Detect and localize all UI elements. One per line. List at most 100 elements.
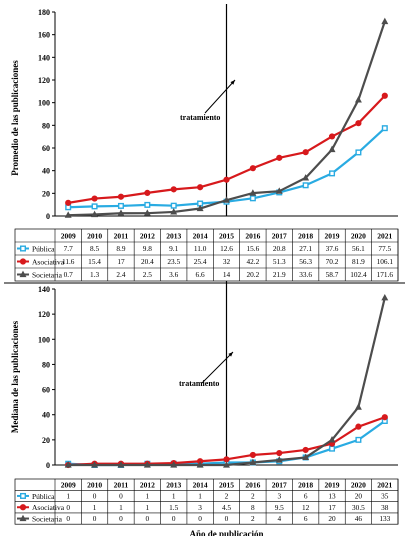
table-cell: 30.5 <box>352 503 365 512</box>
table-cell: 1 <box>198 492 202 501</box>
y-tick-label: 100 <box>38 335 50 344</box>
data-point <box>302 182 309 189</box>
table-cell: 7.7 <box>64 244 73 253</box>
data-point <box>381 125 388 132</box>
table-cell: 20.4 <box>141 257 154 266</box>
x-axis-title: Año de publicación <box>189 529 263 536</box>
legend-label: Societaria <box>32 514 63 523</box>
data-point <box>329 445 336 452</box>
table-cell: 33.6 <box>299 270 312 279</box>
table-cell: 0 <box>172 514 176 523</box>
table-cell: 32 <box>223 257 231 266</box>
data-point <box>275 187 283 194</box>
legend-swatch-marker <box>19 504 27 511</box>
table-cell: 106.1 <box>377 257 394 266</box>
data-point <box>381 17 389 25</box>
legend-label: Asociativa <box>32 503 65 512</box>
data-point <box>170 202 177 209</box>
data-point <box>64 211 72 218</box>
annotation-label: tratamiento <box>180 113 220 122</box>
table-cell: 20.8 <box>273 244 286 253</box>
table-cell: 20 <box>355 492 363 501</box>
table-cell: 1 <box>93 503 97 512</box>
year-label: 2021 <box>377 231 392 240</box>
data-point <box>144 189 151 196</box>
data-point <box>170 208 178 215</box>
y-tick-label: 60 <box>42 144 50 153</box>
data-point <box>65 199 72 206</box>
table-cell: 0 <box>198 514 202 523</box>
annotation-arrowhead <box>228 352 233 357</box>
year-label: 2012 <box>140 480 155 489</box>
y-tick-label: 20 <box>42 436 50 445</box>
data-point <box>143 209 151 216</box>
table-cell: 17 <box>117 257 125 266</box>
data-point <box>170 461 178 468</box>
table-cell: 35 <box>381 492 389 501</box>
year-label: 2011 <box>114 480 129 489</box>
table-cell: 51.3 <box>273 257 286 266</box>
table-cell: 20.2 <box>246 270 259 279</box>
data-point <box>275 456 283 463</box>
table-cell: 0 <box>119 492 123 501</box>
year-label: 2014 <box>193 231 208 240</box>
chart-1: 0 20 40 60 80 100 120 140 160 180 Promedio de las … <box>10 4 399 282</box>
data-point <box>276 449 283 457</box>
table-cell: 6 <box>304 492 308 501</box>
y-tick-label: 180 <box>38 8 50 17</box>
annotation-arrow <box>201 351 234 384</box>
y-tick-label: 0 <box>46 212 50 221</box>
data-point <box>223 196 230 203</box>
y-tick-label: 160 <box>38 31 50 40</box>
table-cell: 17 <box>328 503 336 512</box>
table-cell: 11.0 <box>194 244 207 253</box>
table-cell: 4.5 <box>222 503 231 512</box>
data-point <box>328 133 336 140</box>
table-cell: 1 <box>146 492 150 501</box>
table-cell: 2.5 <box>143 270 152 279</box>
table-cell: 15.4 <box>88 257 101 266</box>
table-cell: 9.8 <box>143 244 152 253</box>
table-cell: 46 <box>355 514 363 523</box>
data-point <box>381 414 388 421</box>
data-point <box>117 461 125 468</box>
legend-swatch-marker <box>20 245 27 252</box>
year-label: 2018 <box>298 231 313 240</box>
year-label: 2009 <box>61 480 76 489</box>
year-label: 2017 <box>272 480 287 489</box>
data-point <box>329 170 336 177</box>
data-table: 2009 2010 2011 2012 2013 2014 2015 2016 2017 2018… <box>14 478 399 525</box>
table-cell: 8.5 <box>90 244 99 253</box>
y-axis-title: Promedio de las publicaciones <box>10 60 20 176</box>
y-tick-label: 120 <box>38 310 50 319</box>
table-cell: 58.7 <box>326 270 339 279</box>
table-cell: 81.9 <box>352 257 365 266</box>
data-point <box>381 293 389 301</box>
data-point <box>381 92 388 99</box>
table-cell: 56.3 <box>299 257 312 266</box>
y-tick-label: 100 <box>38 99 50 108</box>
data-point <box>197 184 204 191</box>
table-cell: 3 <box>277 492 281 501</box>
year-label: 2009 <box>61 231 76 240</box>
table-cell: 6.6 <box>196 270 205 279</box>
table-cell: 2 <box>251 514 255 523</box>
legend-swatch-marker <box>19 270 27 278</box>
year-label: 2019 <box>325 231 340 240</box>
legend-label: Pública <box>32 492 55 501</box>
data-point <box>276 154 283 161</box>
y-tick-label: 80 <box>42 121 50 130</box>
data-point <box>144 201 151 208</box>
data-point <box>223 461 230 468</box>
data-point <box>117 202 124 209</box>
table-cell: 23.5 <box>167 257 180 266</box>
table-cell: 4 <box>277 514 281 523</box>
table-cell: 1.3 <box>90 270 99 279</box>
y-tick-label: 40 <box>42 411 50 420</box>
table-cell: 6 <box>304 514 308 523</box>
data-point <box>354 96 362 103</box>
table-cell: 20 <box>328 514 336 523</box>
data-point <box>64 461 72 468</box>
y-tick-label: 0 <box>46 461 50 470</box>
